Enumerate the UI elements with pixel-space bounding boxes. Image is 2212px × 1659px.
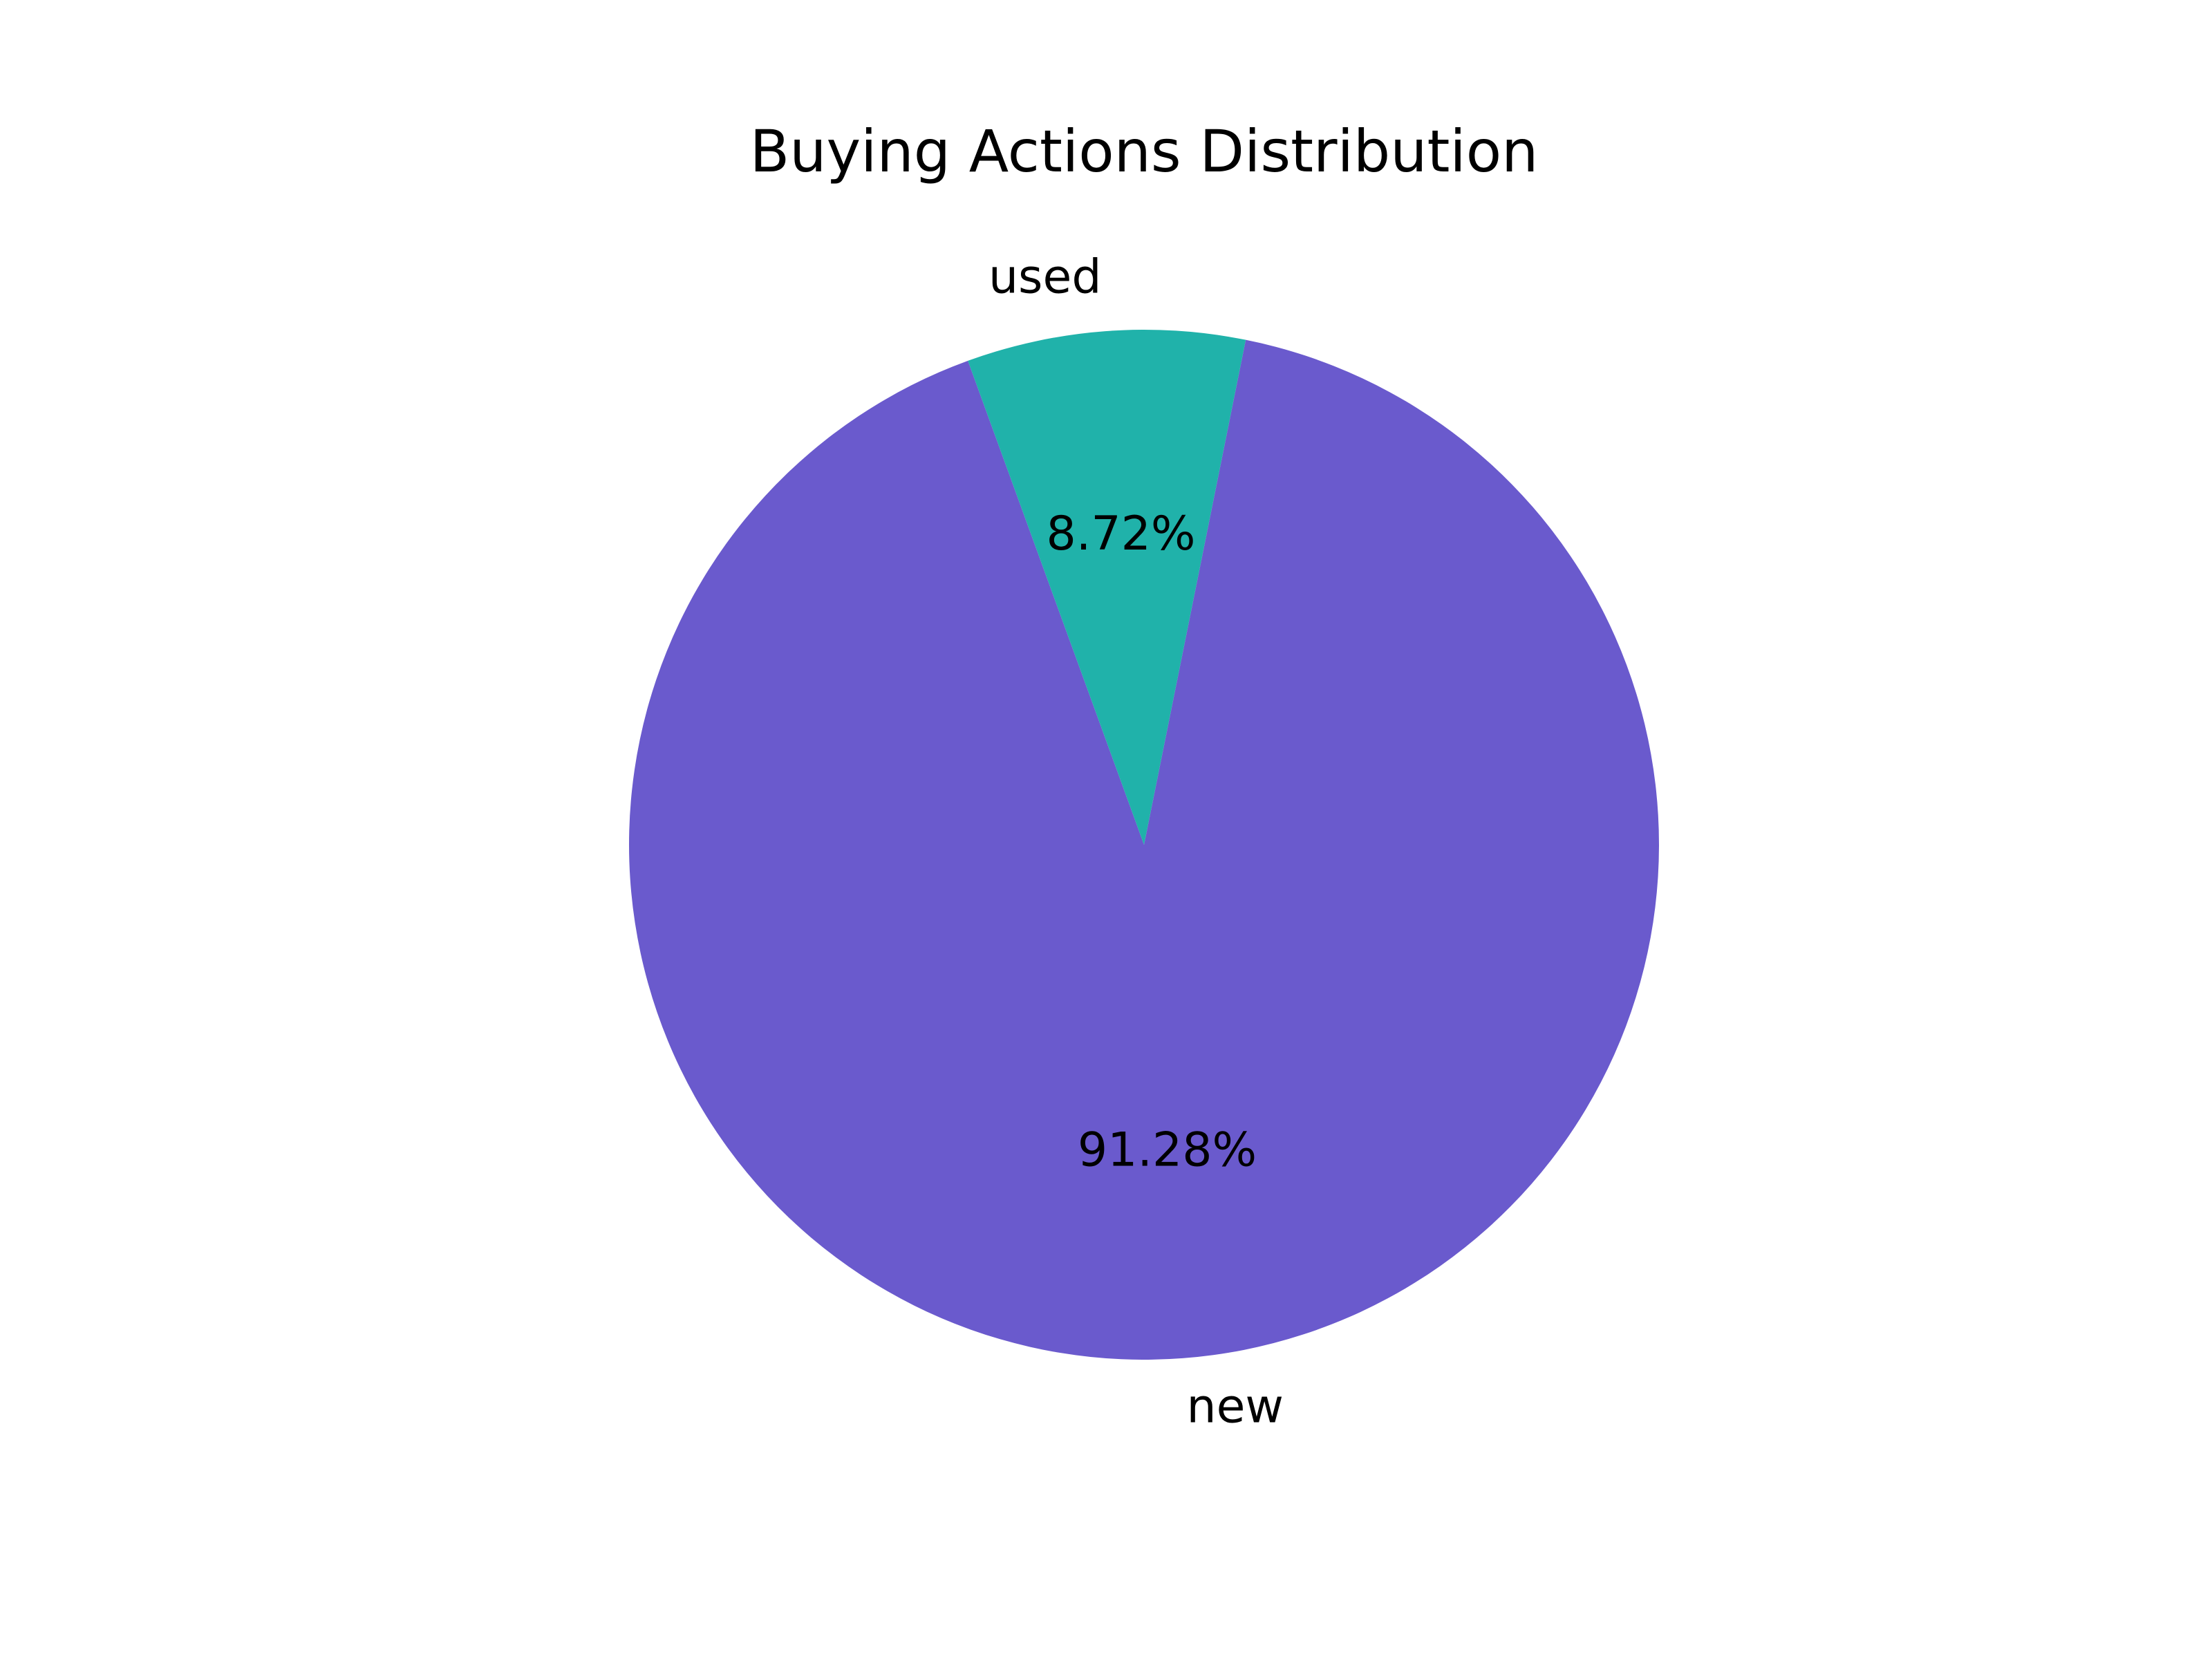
slice-percent-used: 8.72%: [1046, 507, 1195, 561]
chart-title: Buying Actions Distribution: [750, 118, 1539, 185]
pie-labels: new 91.28% used 8.72%: [988, 250, 1284, 1434]
pie-slice-new: [629, 339, 1659, 1360]
slice-percent-new: 91.28%: [1078, 1123, 1257, 1177]
slice-label-new: new: [1187, 1380, 1284, 1434]
slice-label-used: used: [988, 250, 1102, 304]
pie-slice-used: [968, 330, 1246, 845]
pie-slices: [629, 330, 1659, 1360]
